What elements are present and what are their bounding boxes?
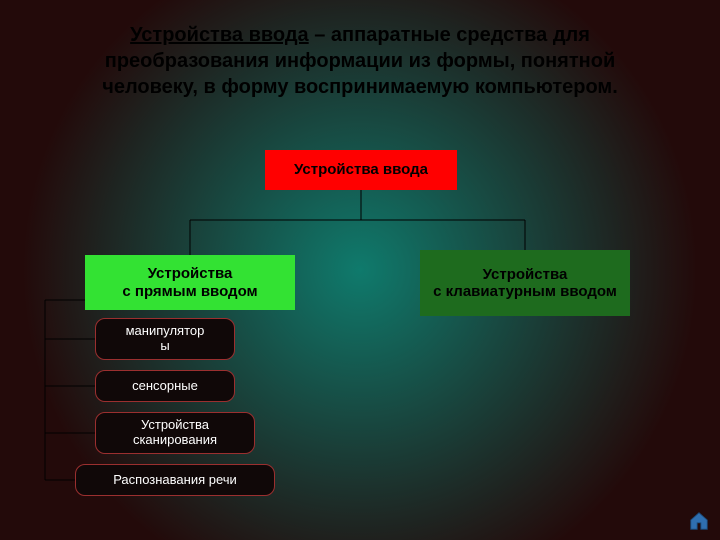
node-sensory: сенсорные [95,370,235,402]
heading-term: Устройства ввода [130,24,309,46]
node-direct-input: Устройства с прямым вводом [85,255,295,310]
home-button[interactable] [688,510,710,532]
node-keyboard-input: Устройства с клавиатурным вводом [420,250,630,316]
home-icon [688,510,710,532]
node-manipulators: манипулятор ы [95,318,235,360]
node-c1-label: манипулятор ы [126,324,205,354]
node-c4-label: Распознавания речи [113,473,237,488]
node-c3-label: Устройства сканирования [102,418,248,448]
diagram-stage: Устройства ввода – аппаратные средства д… [0,0,720,540]
node-root-label: Устройства ввода [294,161,428,178]
node-speech-recog: Распознавания речи [75,464,275,496]
node-root: Устройства ввода [265,150,457,190]
node-left-label: Устройства с прямым вводом [122,265,257,300]
node-scanning: Устройства сканирования [95,412,255,454]
node-right-label: Устройства с клавиатурным вводом [433,266,617,301]
node-c2-label: сенсорные [132,379,198,394]
page-heading: Устройства ввода – аппаратные средства д… [60,22,660,100]
